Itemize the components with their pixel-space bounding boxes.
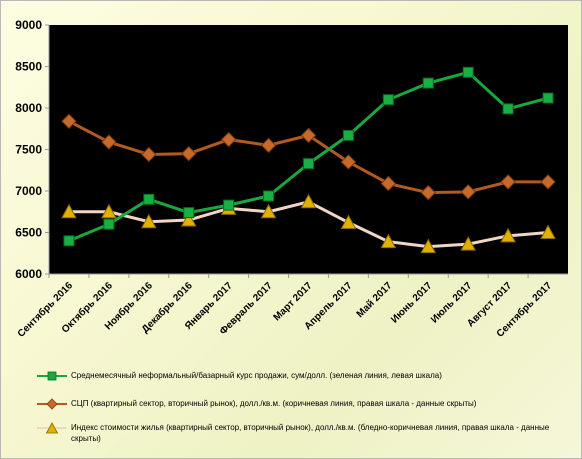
data-point-diamond	[220, 131, 237, 148]
y-axis-ticks: 6000 6500 7000 7500 8000 8500 9000	[15, 18, 49, 281]
data-point-diamond	[101, 134, 117, 150]
x-tick-label: Март 2017	[272, 280, 315, 323]
data-point-square	[63, 235, 75, 247]
data-point-triangle	[460, 236, 477, 251]
data-point-square	[303, 158, 314, 170]
data-point-triangle	[500, 227, 516, 243]
data-point-diamond	[380, 175, 397, 192]
data-point-square	[342, 129, 354, 141]
y-tick-label: 7000	[15, 184, 42, 198]
data-point-square	[183, 207, 195, 219]
data-point-diamond	[181, 145, 197, 162]
data-point-diamond	[141, 146, 157, 163]
data-point-triangle	[540, 224, 556, 239]
data-point-square	[542, 92, 554, 104]
y-tick-label: 6000	[15, 267, 42, 281]
data-point-triangle	[140, 213, 157, 229]
legend-label-housing-index: Индекс стоимости жилья (квартирный секто…	[71, 423, 550, 443]
data-point-square	[382, 94, 394, 106]
data-point-diamond	[260, 137, 277, 154]
data-point-triangle	[101, 203, 117, 219]
data-point-diamond	[500, 174, 516, 190]
data-point-square	[422, 77, 434, 89]
data-point-triangle	[340, 214, 357, 230]
legend-item-scp: СЦП (квартирный сектор, вторичный рынок)…	[37, 398, 476, 410]
legend-marker-yellow-triangle	[37, 422, 67, 434]
data-point-triangle	[380, 233, 397, 249]
x-tick-label: Май 2017	[355, 280, 395, 320]
legend-item-housing-index: Индекс стоимости жилья (квартирный секто…	[37, 422, 567, 444]
data-point-square	[502, 103, 514, 115]
legend-item-usd-rate: Среднемесячный неформальный/базарный кур…	[37, 370, 442, 382]
data-point-diamond	[340, 154, 357, 170]
data-point-diamond	[300, 127, 317, 144]
data-point-triangle	[300, 193, 317, 209]
data-point-diamond	[61, 113, 77, 129]
legend-marker-green-square	[37, 371, 67, 381]
data-point-diamond	[420, 184, 436, 201]
data-point-square	[143, 193, 155, 205]
data-point-triangle	[420, 238, 437, 254]
line-chart: 6000 6500 7000 7500 8000 8500 9000 Сентябрь 20…	[15, 18, 568, 340]
y-tick-label: 8500	[15, 60, 42, 74]
data-point-diamond	[540, 174, 556, 190]
data-point-triangle	[180, 211, 197, 227]
y-tick-label: 8000	[15, 101, 42, 115]
legend-label-usd-rate: Среднемесячный неформальный/базарный кур…	[71, 371, 442, 380]
plot-area	[49, 25, 568, 274]
data-point-triangle	[260, 203, 277, 219]
data-point-square	[223, 199, 235, 211]
data-point-square	[103, 218, 115, 230]
legend-marker-brown-diamond	[37, 398, 67, 410]
data-point-diamond	[460, 184, 476, 200]
data-point-triangle	[61, 203, 77, 219]
data-point-square	[263, 190, 275, 202]
data-point-square	[462, 66, 474, 78]
y-tick-label: 7500	[15, 143, 42, 157]
y-tick-label: 9000	[15, 18, 42, 32]
x-tick-label: Июнь 2017	[389, 280, 435, 326]
series-layer	[61, 66, 556, 254]
y-tick-label: 6500	[15, 226, 42, 240]
legend-label-scp: СЦП (квартирный сектор, вторичный рынок)…	[71, 399, 477, 408]
